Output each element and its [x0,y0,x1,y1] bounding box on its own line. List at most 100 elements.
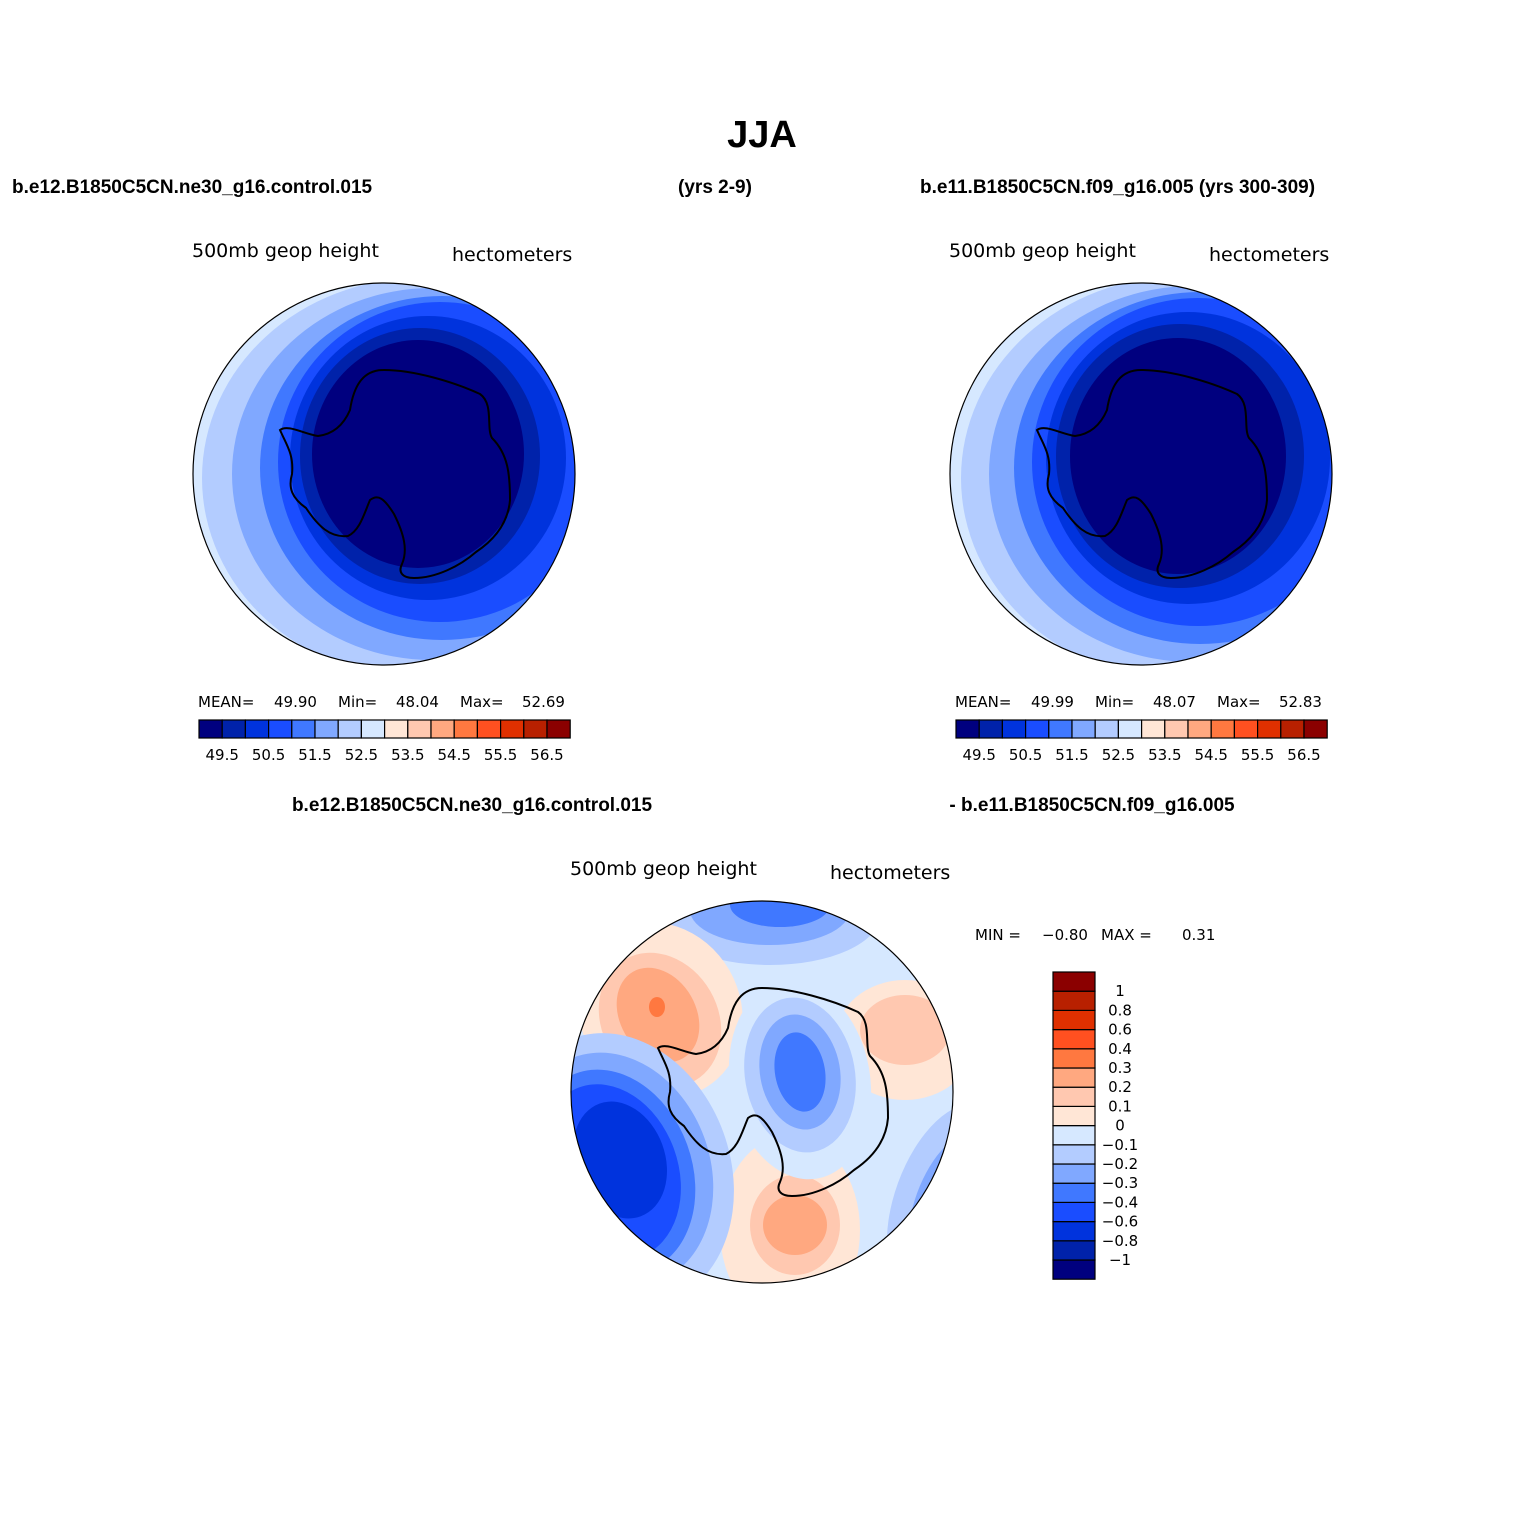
colorbar-box [1001,719,1027,739]
colorbar-box [1052,1182,1096,1203]
colorbar-box [1052,1124,1096,1146]
colorbar-box [1071,719,1096,739]
colorbar: 49.5 50.5 51.5 52.5 53.5 54.5 55.5 56.5 [198,719,571,764]
colorbar-tick-label: 1 [1115,982,1125,1000]
panel-left: 500mb geop height hectometers MEAN= 49.9… [192,240,576,764]
colorbar-tick-label: 52.5 [1102,746,1135,764]
colorbar-box [546,719,571,739]
diff-case-left: b.e12.B1850C5CN.ne30_g16.control.015 [292,795,653,816]
min-value: 48.04 [396,693,439,711]
colorbar-box [1052,1220,1096,1242]
left-case-name: b.e12.B1850C5CN.ne30_g16.control.015 [12,177,373,198]
mean-value: 49.99 [1031,693,1074,711]
right-case-name: b.e11.B1850C5CN.f09_g16.005 (yrs 300-309… [920,177,1315,198]
colorbar-tick-label: 56.5 [1287,746,1320,764]
colorbar-box [1052,990,1096,1012]
panel-difference: 500mb geop height hectometers [570,858,1215,1284]
colorbar-box [1233,719,1259,739]
colorbar-box [1052,1048,1096,1069]
colorbar-box [1052,1163,1096,1184]
colorbar-tick-label: 0 [1115,1117,1125,1135]
left-case-years: (yrs 2-9) [678,177,752,198]
colorbar-box [1052,1259,1096,1280]
colorbar-box [1052,1028,1096,1050]
colorbar-box [1052,971,1096,992]
colorbar-box [476,719,502,739]
colorbar-tick-label: 53.5 [391,746,424,764]
colorbar-box [1187,719,1212,739]
colorbar-box [1094,719,1119,739]
colorbar-vertical: −1−0.8−0.6−0.4−0.3−0.2−0.100.10.20.30.40… [1052,971,1138,1280]
map-border [570,900,954,1284]
colorbar-tick-label: −0.1 [1102,1136,1138,1154]
colorbar-tick-label: 50.5 [1009,746,1042,764]
map-border [192,282,576,666]
colorbar-tick-label: −0.6 [1102,1213,1138,1231]
colorbar-box [523,719,548,739]
colorbar-tick-label: 55.5 [484,746,517,764]
colorbar-box [1052,1201,1096,1223]
max-label: Max= [1217,693,1261,711]
colorbar-box [453,719,479,739]
colorbar-box [198,719,223,739]
colorbar-tick-label: 50.5 [252,746,285,764]
colorbar-tick-label: 51.5 [298,746,331,764]
min-label: MIN = [975,926,1021,944]
variable-label: 500mb geop height [192,240,379,262]
colorbar-tick-label: 56.5 [530,746,563,764]
units-label: hectometers [452,244,572,266]
colorbar-tick-label: 55.5 [1241,746,1274,764]
colorbar-box [1052,1009,1096,1031]
panel-right: 500mb geop height hectometers MEAN= 49.9… [949,240,1333,764]
colorbar-box [1210,719,1235,739]
colorbar-box [1052,1067,1096,1088]
colorbar-box [1052,1144,1096,1165]
colorbar-tick-label: 0.2 [1108,1078,1132,1096]
max-value: 52.69 [522,693,565,711]
colorbar-box [1048,719,1073,739]
min-label: Min= [1095,693,1134,711]
max-label: Max= [460,693,504,711]
colorbar-box [407,719,432,739]
max-label: MAX = [1101,926,1152,944]
colorbar-box [291,719,316,739]
colorbar-box [1303,719,1328,739]
diff-case-right: - b.e11.B1850C5CN.f09_g16.005 [949,795,1235,816]
colorbar: 49.5 50.5 51.5 52.5 53.5 54.5 55.5 56.5 [955,719,1328,764]
colorbar-box [221,719,246,739]
colorbar-tick-label: −0.3 [1102,1174,1138,1192]
colorbar-box [955,719,980,739]
colorbar-box [314,719,339,739]
colorbar-box [430,719,455,739]
colorbar-box [1164,719,1189,739]
colorbar-tick-label: −1 [1109,1251,1131,1269]
colorbar-tick-label: −0.8 [1102,1232,1138,1250]
colorbar-box [1024,719,1050,739]
colorbar-box [500,719,525,739]
colorbar-tick-label: 0.4 [1108,1040,1132,1058]
units-label: hectometers [1209,244,1329,266]
colorbar-box [1280,719,1305,739]
colorbar-tick-label: 54.5 [1194,746,1227,764]
colorbar-box [1052,1086,1096,1107]
colorbar-tick-label: 53.5 [1148,746,1181,764]
colorbar-tick-label: 51.5 [1055,746,1088,764]
colorbar-tick-label: 54.5 [437,746,470,764]
colorbar-box [978,719,1004,739]
colorbar-box [337,719,363,739]
colorbar-tick-label: 0.3 [1108,1059,1132,1077]
colorbar-tick-label: 0.6 [1108,1021,1132,1039]
variable-label: 500mb geop height [570,858,757,880]
colorbar-box [1140,719,1166,739]
colorbar-tick-label: 0.1 [1108,1097,1132,1115]
colorbar-box [1052,1240,1096,1261]
colorbar-box [360,719,386,739]
figure-title: JJA [727,114,797,156]
colorbar-box [1052,1105,1096,1127]
min-label: Min= [338,693,377,711]
map-border [949,282,1333,666]
min-value: 48.07 [1153,693,1196,711]
colorbar-box [268,719,293,739]
colorbar-tick-label: 0.8 [1108,1001,1132,1019]
